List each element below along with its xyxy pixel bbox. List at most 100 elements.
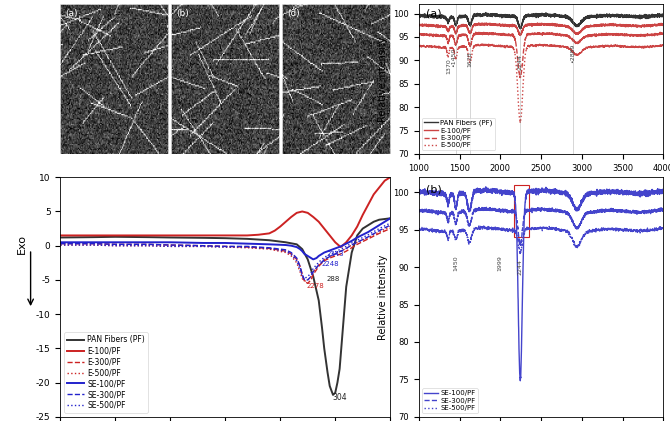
E-500/PF (667, 43, 670, 48)
E-300/PF (281, 249, 289, 254)
SE-300/PF (622, 207, 630, 212)
E-100/PF (622, 22, 630, 27)
SE-300/PF (89, 241, 97, 246)
E-100/PF (271, 228, 279, 233)
Legend: SE-100/PF, SE-300/PF, SE-500/PF: SE-100/PF, SE-300/PF, SE-500/PF (422, 389, 478, 413)
E-100/PF (370, 192, 378, 197)
E-500/PF (440, 44, 448, 49)
E-100/PF (358, 212, 366, 217)
PAN Fibers (PF) (556, 13, 564, 18)
SE-100/PF (293, 245, 301, 250)
SE-500/PF (326, 252, 334, 257)
E-100/PF (166, 233, 174, 238)
SE-300/PF (326, 254, 334, 259)
PAN Fibers (PF) (293, 242, 301, 247)
SE-100/PF (89, 240, 97, 245)
E-100/PF (56, 233, 64, 238)
SE-100/PF (320, 250, 328, 255)
SE-300/PF (337, 249, 345, 254)
SE-100/PF (407, 189, 415, 194)
PAN Fibers (PF) (386, 216, 394, 221)
Line: SE-100/PF: SE-100/PF (411, 187, 670, 381)
PAN Fibers (PF) (567, 18, 576, 23)
E-500/PF (298, 276, 306, 281)
E-300/PF (221, 244, 229, 249)
SE-500/PF (411, 227, 419, 232)
Line: SE-100/PF: SE-100/PF (60, 218, 390, 259)
SE-300/PF (353, 240, 361, 245)
SE-300/PF (293, 256, 301, 261)
E-300/PF (265, 246, 273, 251)
E-300/PF (318, 260, 326, 265)
E-100/PF (287, 214, 295, 219)
SE-300/PF (56, 241, 64, 246)
SE-300/PF (320, 257, 328, 262)
SE-500/PF (331, 249, 339, 254)
SE-300/PF (310, 269, 318, 274)
E-100/PF (667, 20, 670, 25)
E-100/PF (320, 226, 328, 231)
SE-100/PF (56, 240, 64, 245)
E-300/PF (315, 264, 323, 269)
SE-100/PF (199, 240, 207, 245)
E-500/PF (221, 245, 229, 250)
PAN Fibers (PF) (199, 235, 207, 240)
E-100/PF (89, 233, 97, 238)
Line: E-500/PF: E-500/PF (411, 44, 670, 122)
SE-500/PF (300, 276, 308, 281)
E-100/PF (315, 219, 323, 224)
E-300/PF (310, 272, 318, 277)
SE-500/PF (315, 260, 323, 265)
SE-500/PF (56, 242, 64, 248)
SE-500/PF (516, 251, 524, 256)
SE-300/PF (348, 242, 356, 248)
E-300/PF (440, 34, 448, 39)
E-100/PF (293, 210, 301, 216)
SE-100/PF (638, 189, 646, 194)
E-500/PF (407, 44, 415, 49)
E-300/PF (312, 267, 320, 272)
SE-300/PF (364, 234, 373, 239)
SE-100/PF (312, 256, 320, 261)
E-100/PF (342, 240, 350, 245)
PAN Fibers (PF) (440, 15, 448, 20)
SE-500/PF (287, 252, 295, 257)
E-100/PF (667, 21, 670, 26)
SE-500/PF (265, 246, 273, 251)
E-100/PF (310, 214, 318, 219)
PAN Fibers (PF) (111, 234, 119, 239)
SE-500/PF (375, 226, 383, 231)
SE-100/PF (353, 235, 361, 240)
E-300/PF (111, 242, 119, 247)
PAN Fibers (PF) (340, 312, 348, 317)
PAN Fibers (PF) (315, 298, 323, 303)
E-500/PF (111, 243, 119, 248)
E-500/PF (622, 44, 630, 49)
SE-100/PF (166, 240, 174, 245)
PAN Fibers (PF) (407, 13, 415, 18)
SE-100/PF (318, 251, 326, 256)
SE-500/PF (166, 244, 174, 249)
E-500/PF (353, 240, 361, 245)
PAN Fibers (PF) (324, 370, 332, 375)
E-500/PF (326, 254, 334, 259)
SE-100/PF (281, 242, 289, 248)
SE-100/PF (482, 184, 490, 189)
Text: (b): (b) (426, 184, 442, 195)
E-500/PF (265, 247, 273, 252)
SE-300/PF (411, 208, 419, 213)
PAN Fibers (PF) (375, 217, 383, 222)
E-500/PF (89, 242, 97, 248)
SE-300/PF (300, 277, 308, 282)
SE-500/PF (281, 249, 289, 254)
PAN Fibers (PF) (336, 366, 344, 371)
SE-100/PF (307, 256, 315, 261)
E-300/PF (287, 251, 295, 256)
SE-500/PF (318, 257, 326, 262)
E-500/PF (300, 279, 308, 284)
E-300/PF (199, 243, 207, 248)
E-300/PF (331, 253, 339, 258)
SE-300/PF (556, 207, 564, 212)
PAN Fibers (PF) (166, 235, 174, 240)
Line: SE-300/PF: SE-300/PF (411, 207, 670, 245)
